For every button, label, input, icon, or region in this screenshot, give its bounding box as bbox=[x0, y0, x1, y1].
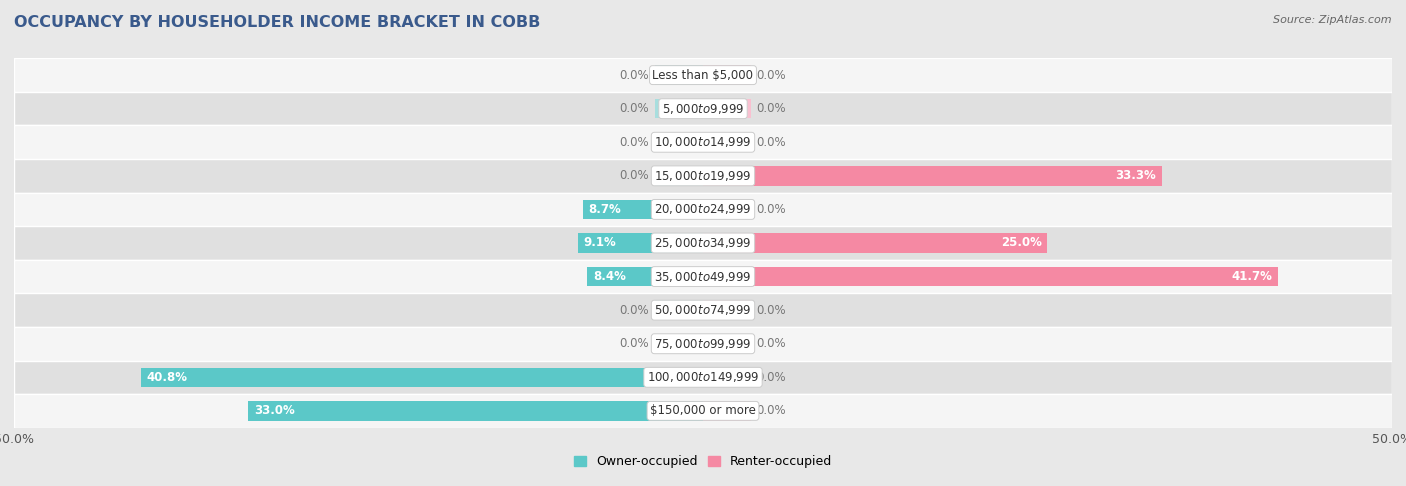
Bar bbox=[14, 125, 1392, 159]
Text: $100,000 to $149,999: $100,000 to $149,999 bbox=[647, 370, 759, 384]
Bar bbox=[249, 401, 703, 420]
Text: Source: ZipAtlas.com: Source: ZipAtlas.com bbox=[1274, 15, 1392, 25]
Bar bbox=[578, 233, 703, 253]
Text: 40.8%: 40.8% bbox=[146, 371, 187, 384]
Bar bbox=[655, 133, 703, 152]
Text: $15,000 to $19,999: $15,000 to $19,999 bbox=[654, 169, 752, 183]
Bar bbox=[588, 267, 703, 286]
Text: 0.0%: 0.0% bbox=[620, 102, 650, 115]
Bar bbox=[703, 200, 751, 219]
Text: 0.0%: 0.0% bbox=[756, 404, 786, 417]
Text: 0.0%: 0.0% bbox=[620, 304, 650, 317]
Bar bbox=[703, 267, 1278, 286]
Bar bbox=[703, 133, 751, 152]
Bar bbox=[703, 401, 751, 420]
Text: 8.4%: 8.4% bbox=[593, 270, 626, 283]
Text: 41.7%: 41.7% bbox=[1232, 270, 1272, 283]
Bar bbox=[14, 226, 1392, 260]
Text: 0.0%: 0.0% bbox=[756, 102, 786, 115]
Text: 0.0%: 0.0% bbox=[620, 169, 650, 182]
Bar bbox=[703, 233, 1047, 253]
Text: 0.0%: 0.0% bbox=[756, 136, 786, 149]
Text: $50,000 to $74,999: $50,000 to $74,999 bbox=[654, 303, 752, 317]
Text: OCCUPANCY BY HOUSEHOLDER INCOME BRACKET IN COBB: OCCUPANCY BY HOUSEHOLDER INCOME BRACKET … bbox=[14, 15, 540, 30]
Bar bbox=[14, 361, 1392, 394]
Text: 25.0%: 25.0% bbox=[1001, 237, 1042, 249]
Bar bbox=[655, 99, 703, 119]
Text: 0.0%: 0.0% bbox=[620, 136, 650, 149]
Bar bbox=[14, 58, 1392, 92]
Bar bbox=[703, 367, 751, 387]
Text: 0.0%: 0.0% bbox=[756, 337, 786, 350]
Text: 33.0%: 33.0% bbox=[254, 404, 295, 417]
Bar bbox=[703, 300, 751, 320]
Bar bbox=[141, 367, 703, 387]
Text: 0.0%: 0.0% bbox=[620, 69, 650, 82]
Bar bbox=[14, 260, 1392, 294]
Text: $25,000 to $34,999: $25,000 to $34,999 bbox=[654, 236, 752, 250]
Bar bbox=[655, 66, 703, 85]
Text: $10,000 to $14,999: $10,000 to $14,999 bbox=[654, 135, 752, 149]
Bar bbox=[655, 334, 703, 353]
Text: 8.7%: 8.7% bbox=[589, 203, 621, 216]
Text: 0.0%: 0.0% bbox=[756, 203, 786, 216]
Bar bbox=[703, 99, 751, 119]
Bar bbox=[655, 300, 703, 320]
Text: 0.0%: 0.0% bbox=[620, 337, 650, 350]
Bar bbox=[703, 334, 751, 353]
Text: $75,000 to $99,999: $75,000 to $99,999 bbox=[654, 337, 752, 351]
Text: $150,000 or more: $150,000 or more bbox=[650, 404, 756, 417]
Legend: Owner-occupied, Renter-occupied: Owner-occupied, Renter-occupied bbox=[568, 450, 838, 473]
Bar bbox=[14, 192, 1392, 226]
Bar bbox=[583, 200, 703, 219]
Bar bbox=[14, 159, 1392, 192]
Text: 0.0%: 0.0% bbox=[756, 69, 786, 82]
Bar bbox=[703, 66, 751, 85]
Text: $5,000 to $9,999: $5,000 to $9,999 bbox=[662, 102, 744, 116]
Text: $20,000 to $24,999: $20,000 to $24,999 bbox=[654, 203, 752, 216]
Bar bbox=[14, 92, 1392, 125]
Text: 0.0%: 0.0% bbox=[756, 371, 786, 384]
Bar bbox=[14, 394, 1392, 428]
Bar bbox=[703, 166, 1161, 186]
Text: 33.3%: 33.3% bbox=[1115, 169, 1156, 182]
Text: Less than $5,000: Less than $5,000 bbox=[652, 69, 754, 82]
Text: $35,000 to $49,999: $35,000 to $49,999 bbox=[654, 270, 752, 283]
Bar bbox=[14, 294, 1392, 327]
Bar bbox=[14, 327, 1392, 361]
Bar bbox=[655, 166, 703, 186]
Text: 9.1%: 9.1% bbox=[583, 237, 616, 249]
Text: 0.0%: 0.0% bbox=[756, 304, 786, 317]
